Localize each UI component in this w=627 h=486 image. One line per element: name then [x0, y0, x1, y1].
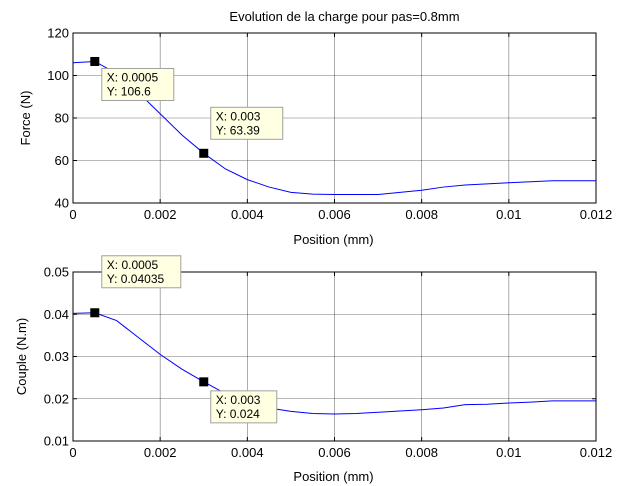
y-tick-label: 0.04: [44, 307, 69, 322]
datatip-box: [210, 106, 284, 140]
x-tick-label: 0.002: [144, 445, 177, 460]
datatip-y-label: Y: 0.04035: [107, 272, 165, 286]
x-tick-label: 0.012: [580, 207, 613, 222]
chart-title: Evolution de la charge pour pas=0.8mm: [229, 9, 459, 24]
force-chart: 0 0.002 0.004 0.006 0.008 0.01 0.012 40 60 80 100 1…: [18, 9, 612, 247]
x-tick-label: 0.008: [405, 445, 438, 460]
y-tick-label: 0.02: [44, 391, 69, 406]
x-tick-label: 0: [69, 207, 76, 222]
series-line: [72, 312, 596, 415]
y-tick-label: 60: [55, 153, 69, 168]
datatip-x-label: X: 0.003: [216, 393, 261, 407]
datatip-x-label: X: 0.0005: [107, 258, 159, 272]
datatip-x-label: X: 0.003: [216, 109, 261, 123]
x-tick-label: 0.012: [580, 445, 613, 460]
datatip-box: [101, 255, 182, 289]
datatip-marker: [90, 308, 100, 318]
y-tick-label: 80: [55, 111, 69, 126]
y-axis-label: Couple (N.m): [14, 318, 29, 395]
x-tick-label: 0.008: [405, 207, 438, 222]
datatip-x-label: X: 0.0005: [107, 70, 159, 84]
couple-chart: 0 0.002 0.004 0.006 0.008 0.01 0.012 0.01 0.02 0.…: [14, 255, 613, 484]
x-tick-label: 0.004: [231, 207, 264, 222]
datatip-y-label: Y: 106.6: [107, 84, 151, 98]
y-tick-label: 40: [55, 196, 69, 211]
y-tick-label: 0.03: [44, 349, 69, 364]
y-tick-label: 0.01: [44, 434, 69, 449]
datatip-box: [210, 390, 278, 424]
y-tick-label: 0.05: [44, 265, 69, 280]
x-axis-label: Position (mm): [293, 232, 373, 247]
x-tick-label: 0: [69, 445, 76, 460]
x-tick-label: 0.006: [318, 445, 351, 460]
y-tick-label: 100: [47, 68, 69, 83]
y-axis-label: Force (N): [18, 91, 33, 146]
datatip-marker: [90, 56, 100, 66]
datatip-box: [101, 67, 175, 101]
x-tick-label: 0.002: [144, 207, 177, 222]
datatip-y-label: Y: 63.39: [216, 123, 260, 137]
datatip-y-label: Y: 0.024: [216, 407, 260, 421]
datatip-marker: [199, 377, 209, 387]
x-tick-label: 0.01: [496, 445, 521, 460]
x-tick-label: 0.01: [496, 207, 521, 222]
x-tick-label: 0.004: [231, 445, 264, 460]
y-tick-label: 120: [47, 26, 69, 41]
x-axis-label: Position (mm): [293, 469, 373, 484]
datatip-marker: [199, 148, 209, 158]
x-tick-label: 0.006: [318, 207, 351, 222]
series-line: [72, 60, 596, 195]
